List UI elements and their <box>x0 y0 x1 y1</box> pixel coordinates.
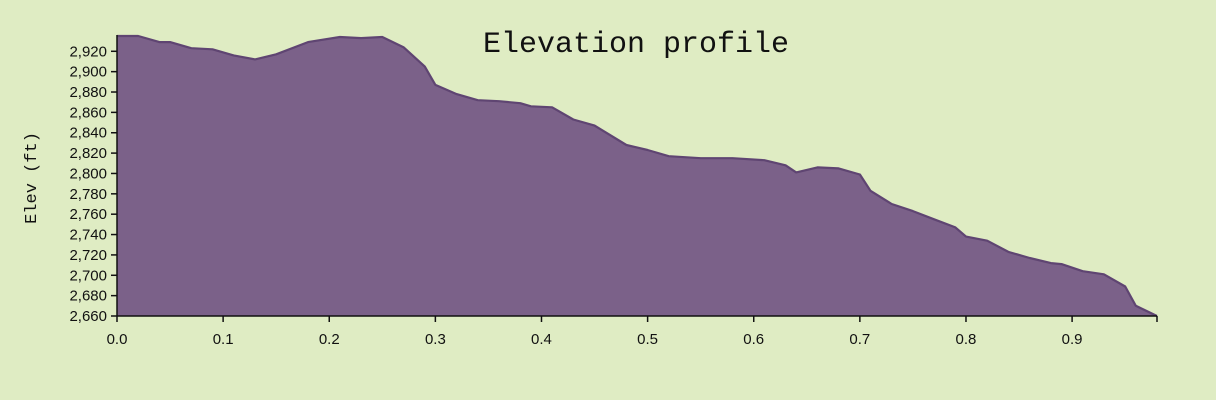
y-axis-title: Elev (ft) <box>23 132 42 224</box>
y-tick-label: 2,880 <box>69 84 107 101</box>
area-layer <box>117 36 1157 316</box>
x-tick-label: 0.8 <box>956 331 977 348</box>
x-tick-label: 0.6 <box>743 331 764 348</box>
y-tick-label: 2,800 <box>69 165 107 182</box>
x-tick-label: 0.5 <box>637 331 658 348</box>
chart-title: Elevation profile <box>483 28 789 62</box>
x-tick-label: 0.7 <box>849 331 870 348</box>
x-tick-label: 0.0 <box>107 331 128 348</box>
y-tick-label: 2,920 <box>69 43 107 60</box>
x-tick-label: 0.1 <box>213 331 234 348</box>
y-tick-label: 2,900 <box>69 64 107 81</box>
x-tick-label: 0.2 <box>319 331 340 348</box>
x-tick-label: 0.4 <box>531 331 552 348</box>
y-tick-label: 2,760 <box>69 206 107 223</box>
y-tick-label: 2,740 <box>69 227 107 244</box>
y-tick-label: 2,840 <box>69 125 107 142</box>
elevation-area <box>117 36 1157 316</box>
y-tick-label: 2,780 <box>69 186 107 203</box>
x-tick-label: 0.3 <box>425 331 446 348</box>
y-tick-label: 2,720 <box>69 247 107 264</box>
y-tick-label: 2,680 <box>69 288 107 305</box>
y-tick-label: 2,860 <box>69 104 107 121</box>
y-tick-label: 2,820 <box>69 145 107 162</box>
y-tick-label: 2,700 <box>69 267 107 284</box>
x-tick-label: 0.9 <box>1062 331 1083 348</box>
y-tick-label: 2,660 <box>69 308 107 325</box>
